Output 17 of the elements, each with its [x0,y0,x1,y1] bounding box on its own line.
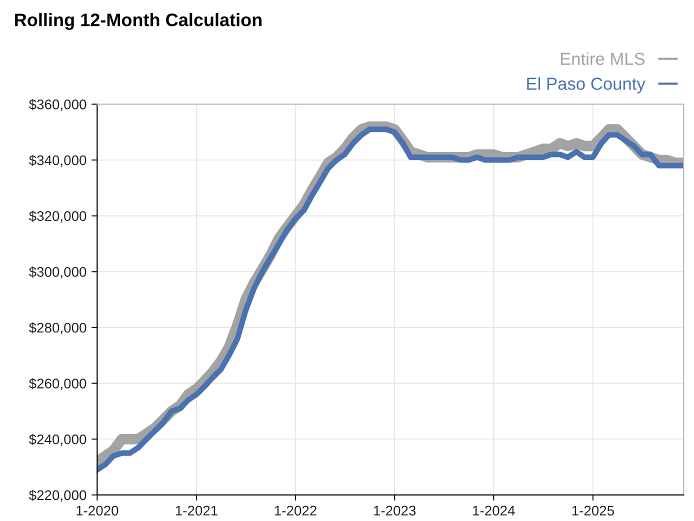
y-tick-label: $220,000 [28,490,86,502]
legend-label: El Paso County [527,77,646,94]
x-tick-label: 1-2020 [76,506,118,516]
x-tick-label: 1-2025 [572,506,614,516]
x-tick-label: 1-2021 [176,506,218,516]
y-tick-label: $300,000 [28,266,86,278]
y-tick-label: $280,000 [28,322,86,334]
y-tick-label: $360,000 [28,98,86,112]
legend-label: Entire MLS [560,52,645,66]
x-tick-label: 1-2023 [374,506,416,516]
y-tick-label: $260,000 [28,378,86,390]
y-tick-label: $340,000 [28,154,86,167]
y-tick-label: $240,000 [28,434,86,446]
y-tick-label: $320,000 [28,210,86,223]
x-tick-label: 1-2024 [473,506,515,516]
x-tick-label: 1-2022 [274,506,316,516]
chart-title: Rolling 12-Month Calculation [15,13,262,30]
